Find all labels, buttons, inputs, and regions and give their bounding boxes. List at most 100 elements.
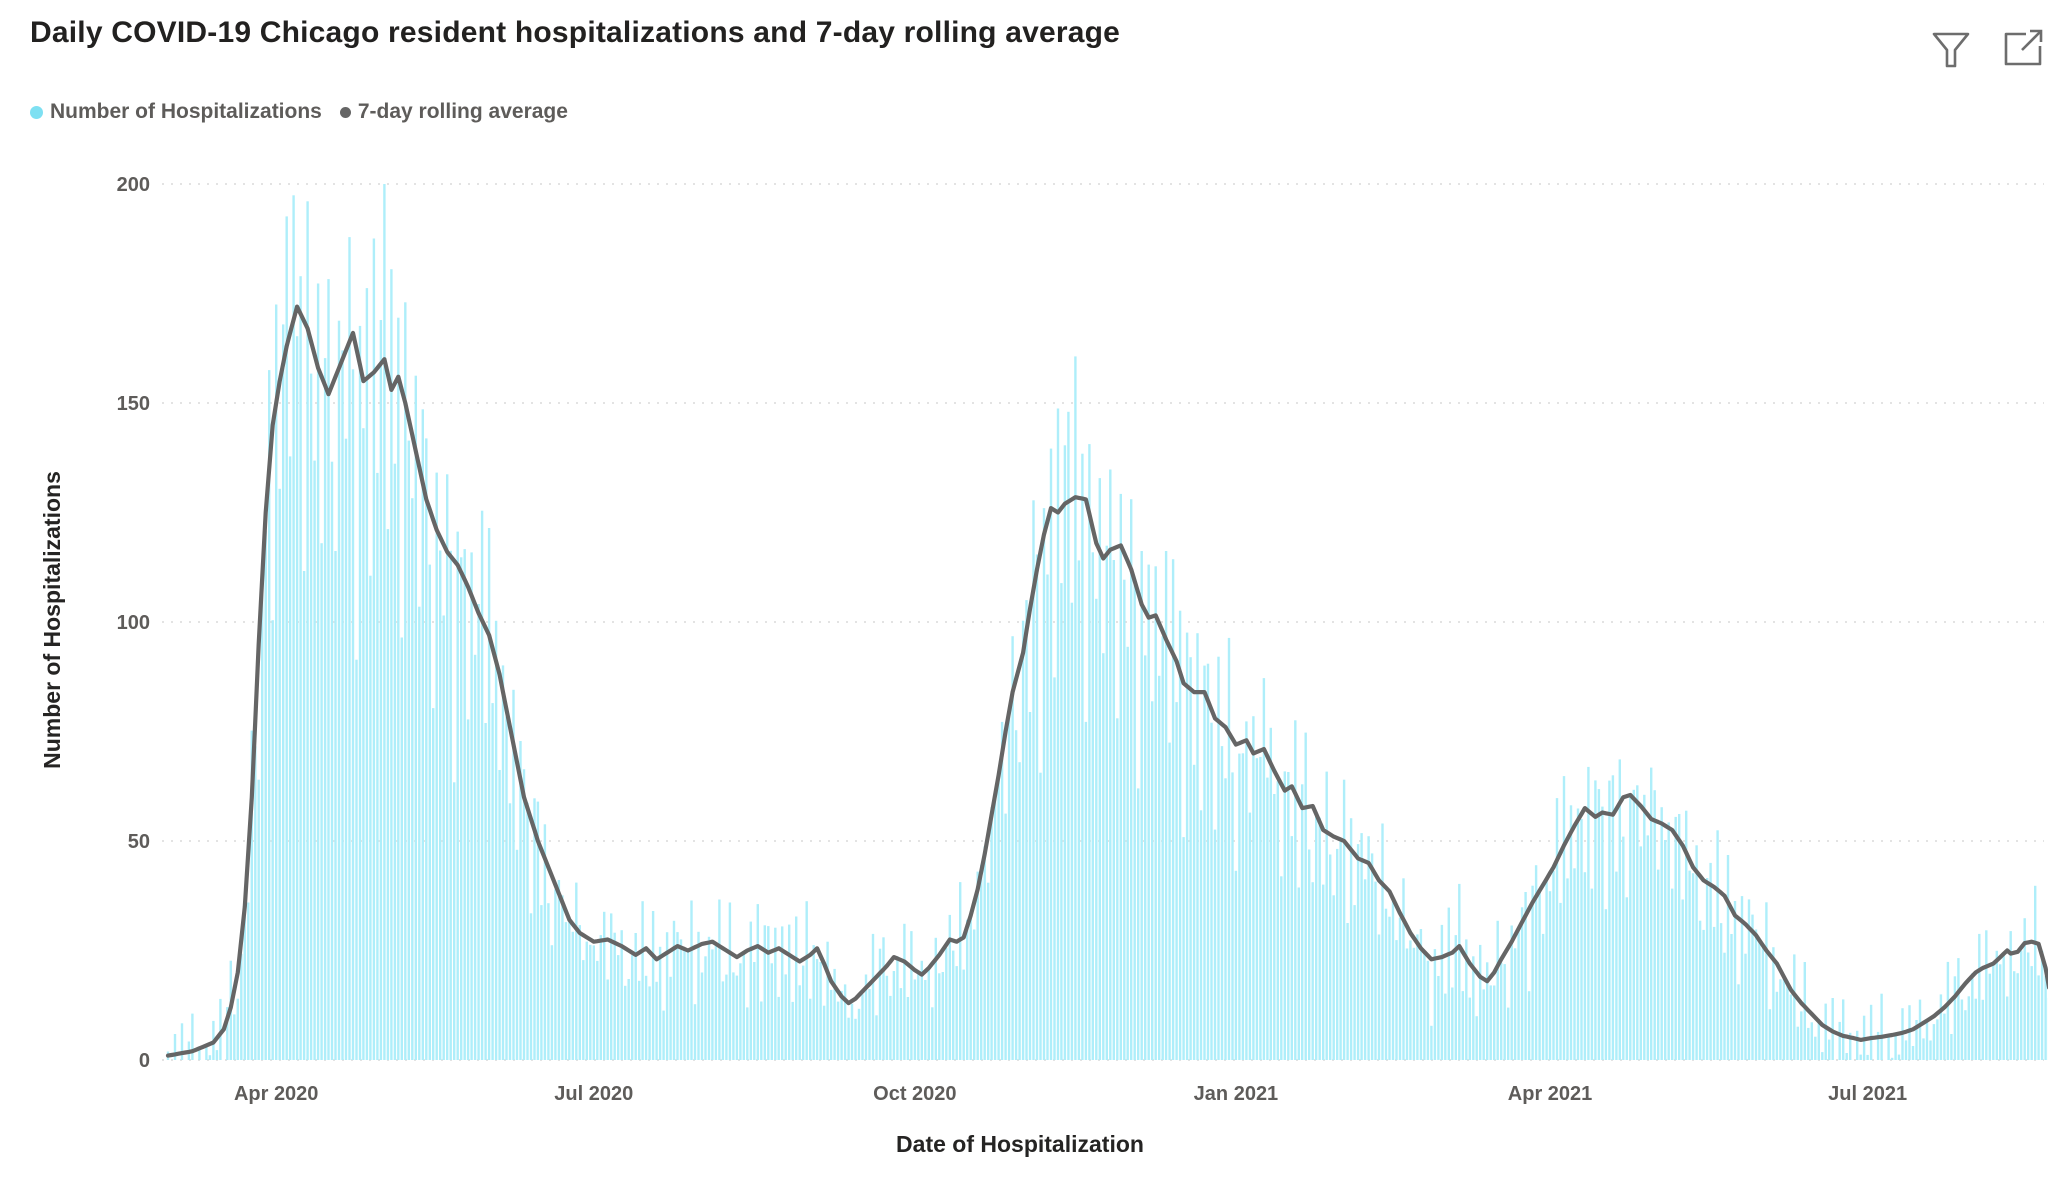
bar[interactable]: [1134, 583, 1136, 1060]
bar[interactable]: [750, 922, 752, 1060]
bar[interactable]: [247, 903, 249, 1061]
bar[interactable]: [1022, 621, 1024, 1060]
bar[interactable]: [1975, 999, 1977, 1060]
bar[interactable]: [561, 895, 563, 1060]
bar[interactable]: [1598, 789, 1600, 1060]
bar[interactable]: [526, 803, 528, 1060]
bar[interactable]: [1371, 853, 1373, 1060]
bar[interactable]: [1476, 1016, 1478, 1060]
bar[interactable]: [938, 973, 940, 1060]
bar[interactable]: [1259, 757, 1261, 1060]
bar[interactable]: [736, 976, 738, 1060]
bar[interactable]: [1427, 961, 1429, 1060]
bar[interactable]: [1814, 1037, 1816, 1060]
bar[interactable]: [1772, 947, 1774, 1060]
bar[interactable]: [1926, 1023, 1928, 1060]
bar[interactable]: [1577, 809, 1579, 1061]
bar[interactable]: [1046, 575, 1048, 1061]
bar[interactable]: [924, 980, 926, 1060]
bar[interactable]: [1591, 889, 1593, 1060]
bar[interactable]: [680, 939, 682, 1060]
bar[interactable]: [844, 984, 846, 1060]
bar[interactable]: [837, 1002, 839, 1060]
bar[interactable]: [942, 972, 944, 1060]
bar[interactable]: [1779, 979, 1781, 1060]
bar[interactable]: [530, 913, 532, 1060]
bar[interactable]: [397, 318, 399, 1060]
bar[interactable]: [739, 963, 741, 1060]
bar[interactable]: [1640, 846, 1642, 1060]
bar[interactable]: [453, 782, 455, 1060]
bar[interactable]: [289, 456, 291, 1060]
bar[interactable]: [216, 1050, 218, 1060]
bar[interactable]: [600, 935, 602, 1060]
bar[interactable]: [1664, 840, 1666, 1060]
bar[interactable]: [355, 660, 357, 1060]
bar[interactable]: [484, 723, 486, 1060]
bar[interactable]: [708, 937, 710, 1060]
bar[interactable]: [1688, 871, 1690, 1060]
bar[interactable]: [554, 889, 556, 1060]
bar[interactable]: [1099, 478, 1101, 1060]
bar[interactable]: [823, 1006, 825, 1060]
bar[interactable]: [1905, 1040, 1907, 1060]
bar[interactable]: [956, 966, 958, 1060]
bar[interactable]: [1751, 915, 1753, 1060]
bar[interactable]: [1158, 676, 1160, 1060]
bar[interactable]: [498, 770, 500, 1060]
bar[interactable]: [1954, 976, 1956, 1060]
bar[interactable]: [408, 441, 410, 1060]
bar[interactable]: [575, 883, 577, 1060]
legend-item-hospitalizations[interactable]: Number of Hospitalizations: [30, 100, 322, 124]
bar[interactable]: [1228, 638, 1230, 1060]
bar[interactable]: [847, 1018, 849, 1060]
bar[interactable]: [1029, 712, 1031, 1060]
bar[interactable]: [1999, 964, 2001, 1060]
bar[interactable]: [488, 528, 490, 1060]
bar[interactable]: [1996, 951, 1998, 1060]
bar[interactable]: [523, 769, 525, 1060]
bar[interactable]: [2017, 973, 2019, 1060]
bar[interactable]: [282, 324, 284, 1060]
bar[interactable]: [1804, 962, 1806, 1060]
bar[interactable]: [589, 945, 591, 1060]
bar[interactable]: [1563, 776, 1565, 1060]
bar[interactable]: [467, 719, 469, 1060]
bar[interactable]: [1434, 949, 1436, 1060]
bar[interactable]: [279, 489, 281, 1060]
bar[interactable]: [457, 532, 459, 1060]
bar[interactable]: [1811, 1022, 1813, 1060]
bar[interactable]: [648, 986, 650, 1060]
bar[interactable]: [903, 924, 905, 1060]
bar[interactable]: [1776, 992, 1778, 1060]
bar[interactable]: [1552, 871, 1554, 1060]
bar[interactable]: [1650, 768, 1652, 1060]
bar[interactable]: [1734, 901, 1736, 1060]
bar[interactable]: [879, 949, 881, 1060]
bar[interactable]: [1549, 891, 1551, 1060]
bar[interactable]: [1978, 934, 1980, 1060]
bar[interactable]: [1291, 836, 1293, 1060]
bar[interactable]: [1249, 813, 1251, 1060]
bar[interactable]: [1413, 948, 1415, 1060]
bar[interactable]: [603, 912, 605, 1060]
bar[interactable]: [1353, 905, 1355, 1060]
bar[interactable]: [1175, 702, 1177, 1060]
bar[interactable]: [1339, 842, 1341, 1060]
bar[interactable]: [1151, 701, 1153, 1060]
bar[interactable]: [2041, 951, 2043, 1060]
bar[interactable]: [781, 926, 783, 1060]
bar[interactable]: [366, 288, 368, 1060]
bar[interactable]: [1067, 412, 1069, 1060]
bar[interactable]: [753, 962, 755, 1060]
bar[interactable]: [1828, 1040, 1830, 1060]
bar[interactable]: [320, 543, 322, 1060]
bar[interactable]: [2027, 953, 2029, 1061]
bar[interactable]: [1336, 849, 1338, 1060]
bar[interactable]: [491, 703, 493, 1060]
bar[interactable]: [1113, 560, 1115, 1060]
bar[interactable]: [624, 986, 626, 1060]
bar[interactable]: [1266, 778, 1268, 1060]
bar[interactable]: [1189, 657, 1191, 1060]
